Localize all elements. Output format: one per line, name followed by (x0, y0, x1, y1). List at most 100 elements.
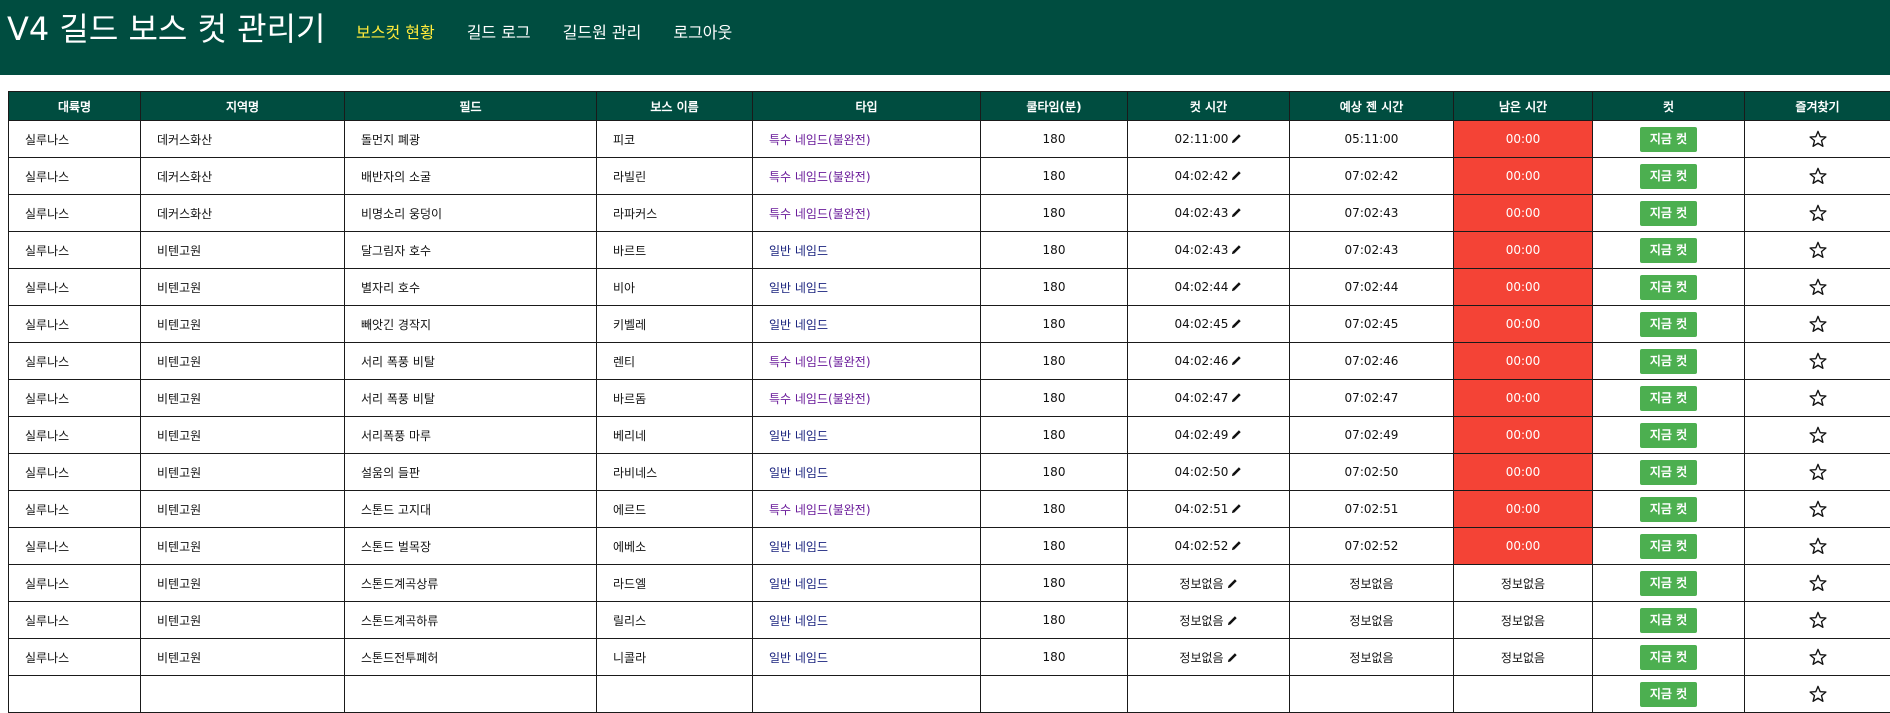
cell-type: 일반 네임드 (753, 639, 981, 676)
cell-favorite (1745, 676, 1890, 713)
cell-spawn-time: 07:02:42 (1290, 158, 1454, 195)
cut-now-button[interactable]: 지금 컷 (1640, 571, 1697, 596)
star-outline-icon[interactable] (1808, 462, 1828, 482)
pencil-icon[interactable] (1231, 318, 1242, 329)
star-outline-icon[interactable] (1808, 129, 1828, 149)
pencil-icon[interactable] (1227, 578, 1238, 589)
nav-boss-cut-status[interactable]: 보스컷 현황 (356, 22, 435, 44)
pencil-icon[interactable] (1231, 281, 1242, 292)
cut-now-button[interactable]: 지금 컷 (1640, 386, 1697, 411)
star-outline-icon[interactable] (1808, 203, 1828, 223)
cell-region: 비텐고원 (141, 528, 345, 565)
cell-favorite (1745, 195, 1890, 232)
nav-guild-members[interactable]: 길드원 관리 (563, 22, 642, 44)
pencil-icon[interactable] (1231, 540, 1242, 551)
cell-boss-name: 베리네 (597, 417, 753, 454)
cell-favorite (1745, 306, 1890, 343)
cell-spawn-time: 05:11:00 (1290, 121, 1454, 158)
cut-now-button[interactable]: 지금 컷 (1640, 645, 1697, 670)
star-outline-icon[interactable] (1808, 647, 1828, 667)
cell-remaining-time: 00:00 (1454, 417, 1593, 454)
star-outline-icon[interactable] (1808, 425, 1828, 445)
cell-type: 특수 네임드(불완전) (753, 491, 981, 528)
cell-field: 스톤드전투폐허 (345, 639, 597, 676)
cell-favorite (1745, 417, 1890, 454)
star-outline-icon[interactable] (1808, 240, 1828, 260)
pencil-icon[interactable] (1227, 615, 1238, 626)
cut-now-button[interactable]: 지금 컷 (1640, 423, 1697, 448)
cell-favorite (1745, 491, 1890, 528)
pencil-icon[interactable] (1231, 466, 1242, 477)
app-title: V4 길드 보스 컷 관리기 (7, 5, 325, 53)
star-outline-icon[interactable] (1808, 684, 1828, 704)
cell-field: 빼앗긴 경작지 (345, 306, 597, 343)
cell-cut-time: 04:02:49 (1128, 417, 1290, 454)
app-header: V4 길드 보스 컷 관리기 보스컷 현황 길드 로그 길드원 관리 로그아웃 (0, 0, 1890, 75)
cut-now-button[interactable]: 지금 컷 (1640, 127, 1697, 152)
cut-now-button[interactable]: 지금 컷 (1640, 275, 1697, 300)
cut-time-value: 정보없음 (1179, 577, 1223, 591)
cell-favorite (1745, 528, 1890, 565)
cell-continent: 실루나스 (9, 306, 141, 343)
cell-type: 일반 네임드 (753, 454, 981, 491)
cell-field: 스톤드 고지대 (345, 491, 597, 528)
star-outline-icon[interactable] (1808, 166, 1828, 186)
cell-favorite (1745, 232, 1890, 269)
cut-now-button[interactable]: 지금 컷 (1640, 682, 1697, 707)
star-outline-icon[interactable] (1808, 610, 1828, 630)
cut-now-button[interactable]: 지금 컷 (1640, 349, 1697, 374)
column-header-boss: 보스 이름 (597, 92, 753, 121)
star-outline-icon[interactable] (1808, 314, 1828, 334)
cell-region: 비텐고원 (141, 454, 345, 491)
star-outline-icon[interactable] (1808, 573, 1828, 593)
cell-field: 서리폭풍 마루 (345, 417, 597, 454)
column-header-remaining: 남은 시간 (1454, 92, 1593, 121)
nav-logout[interactable]: 로그아웃 (673, 22, 732, 44)
pencil-icon[interactable] (1231, 429, 1242, 440)
cell-region: 데커스화산 (141, 195, 345, 232)
cell-boss-name: 라빌린 (597, 158, 753, 195)
cell-spawn-time: 07:02:43 (1290, 232, 1454, 269)
star-outline-icon[interactable] (1808, 499, 1828, 519)
star-outline-icon[interactable] (1808, 351, 1828, 371)
cell-type: 일반 네임드 (753, 528, 981, 565)
cell-type: 일반 네임드 (753, 565, 981, 602)
cell-cooldown: 180 (981, 232, 1128, 269)
column-header-favorite: 즐겨찾기 (1745, 92, 1890, 121)
cell-field: 서리 폭풍 비탈 (345, 380, 597, 417)
cut-now-button[interactable]: 지금 컷 (1640, 312, 1697, 337)
cut-now-button[interactable]: 지금 컷 (1640, 164, 1697, 189)
star-outline-icon[interactable] (1808, 536, 1828, 556)
star-outline-icon[interactable] (1808, 277, 1828, 297)
cut-now-button[interactable]: 지금 컷 (1640, 238, 1697, 263)
cut-now-button[interactable]: 지금 컷 (1640, 201, 1697, 226)
cut-now-button[interactable]: 지금 컷 (1640, 534, 1697, 559)
cut-time-value: 04:02:43 (1175, 206, 1229, 220)
column-header-cooldown: 쿨타임(분) (981, 92, 1128, 121)
cell-cut: 지금 컷 (1593, 454, 1745, 491)
cut-now-button[interactable]: 지금 컷 (1640, 460, 1697, 485)
pencil-icon[interactable] (1231, 392, 1242, 403)
cut-now-button[interactable]: 지금 컷 (1640, 608, 1697, 633)
cell-cut-time: 04:02:50 (1128, 454, 1290, 491)
pencil-icon[interactable] (1231, 207, 1242, 218)
pencil-icon[interactable] (1231, 355, 1242, 366)
cell-boss-name: 라드엘 (597, 565, 753, 602)
cut-now-button[interactable]: 지금 컷 (1640, 497, 1697, 522)
boss-table-container: 대륙명 지역명 필드 보스 이름 타입 쿨타임(분) 컷 시간 예상 젠 시간 … (8, 91, 1890, 713)
nav-guild-log[interactable]: 길드 로그 (467, 22, 531, 44)
pencil-icon[interactable] (1231, 133, 1242, 144)
cell-remaining-time: 정보없음 (1454, 639, 1593, 676)
cell-continent: 실루나스 (9, 121, 141, 158)
pencil-icon[interactable] (1231, 170, 1242, 181)
pencil-icon[interactable] (1231, 503, 1242, 514)
cell-continent: 실루나스 (9, 602, 141, 639)
pencil-icon[interactable] (1231, 244, 1242, 255)
star-outline-icon[interactable] (1808, 388, 1828, 408)
pencil-icon[interactable] (1227, 652, 1238, 663)
cell-continent: 실루나스 (9, 269, 141, 306)
